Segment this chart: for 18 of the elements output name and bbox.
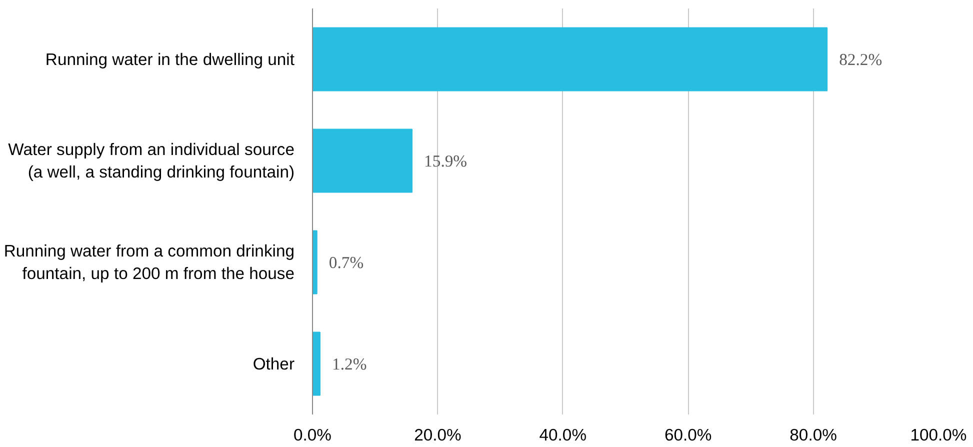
data-label: 82.2% <box>839 50 882 69</box>
bar <box>312 230 318 294</box>
x-tick-label: 40.0% <box>539 426 587 444</box>
x-tick-label: 20.0% <box>414 426 462 444</box>
x-tick-label: 100.0% <box>910 426 967 444</box>
data-label: 15.9% <box>424 151 468 170</box>
y-tick-label: Water supply from an individual source (a well, a standing drinking fountain) <box>8 140 295 182</box>
data-label: 0.7% <box>328 252 364 272</box>
x-tick-label: 60.0% <box>664 426 712 444</box>
x-tick-label: 80.0% <box>790 426 838 444</box>
y-tick-label: Other <box>252 354 295 374</box>
bar <box>312 332 321 396</box>
y-tick-label: Running water from a common drinking fountain, up to 200 m from the house <box>4 241 295 284</box>
y-tick-label: Running water in the dwelling unit <box>45 50 295 69</box>
bar <box>312 128 413 193</box>
x-tick-label: 0.0% <box>294 426 332 444</box>
bar <box>312 27 828 92</box>
data-label: 1.2% <box>332 354 367 374</box>
